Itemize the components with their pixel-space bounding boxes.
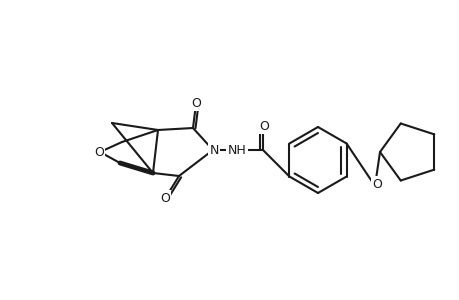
Text: O: O xyxy=(371,178,381,190)
Text: O: O xyxy=(94,146,104,158)
Text: O: O xyxy=(258,119,269,133)
Text: O: O xyxy=(160,191,169,205)
Text: N: N xyxy=(209,143,218,157)
Text: O: O xyxy=(190,97,201,110)
Text: NH: NH xyxy=(227,143,246,157)
